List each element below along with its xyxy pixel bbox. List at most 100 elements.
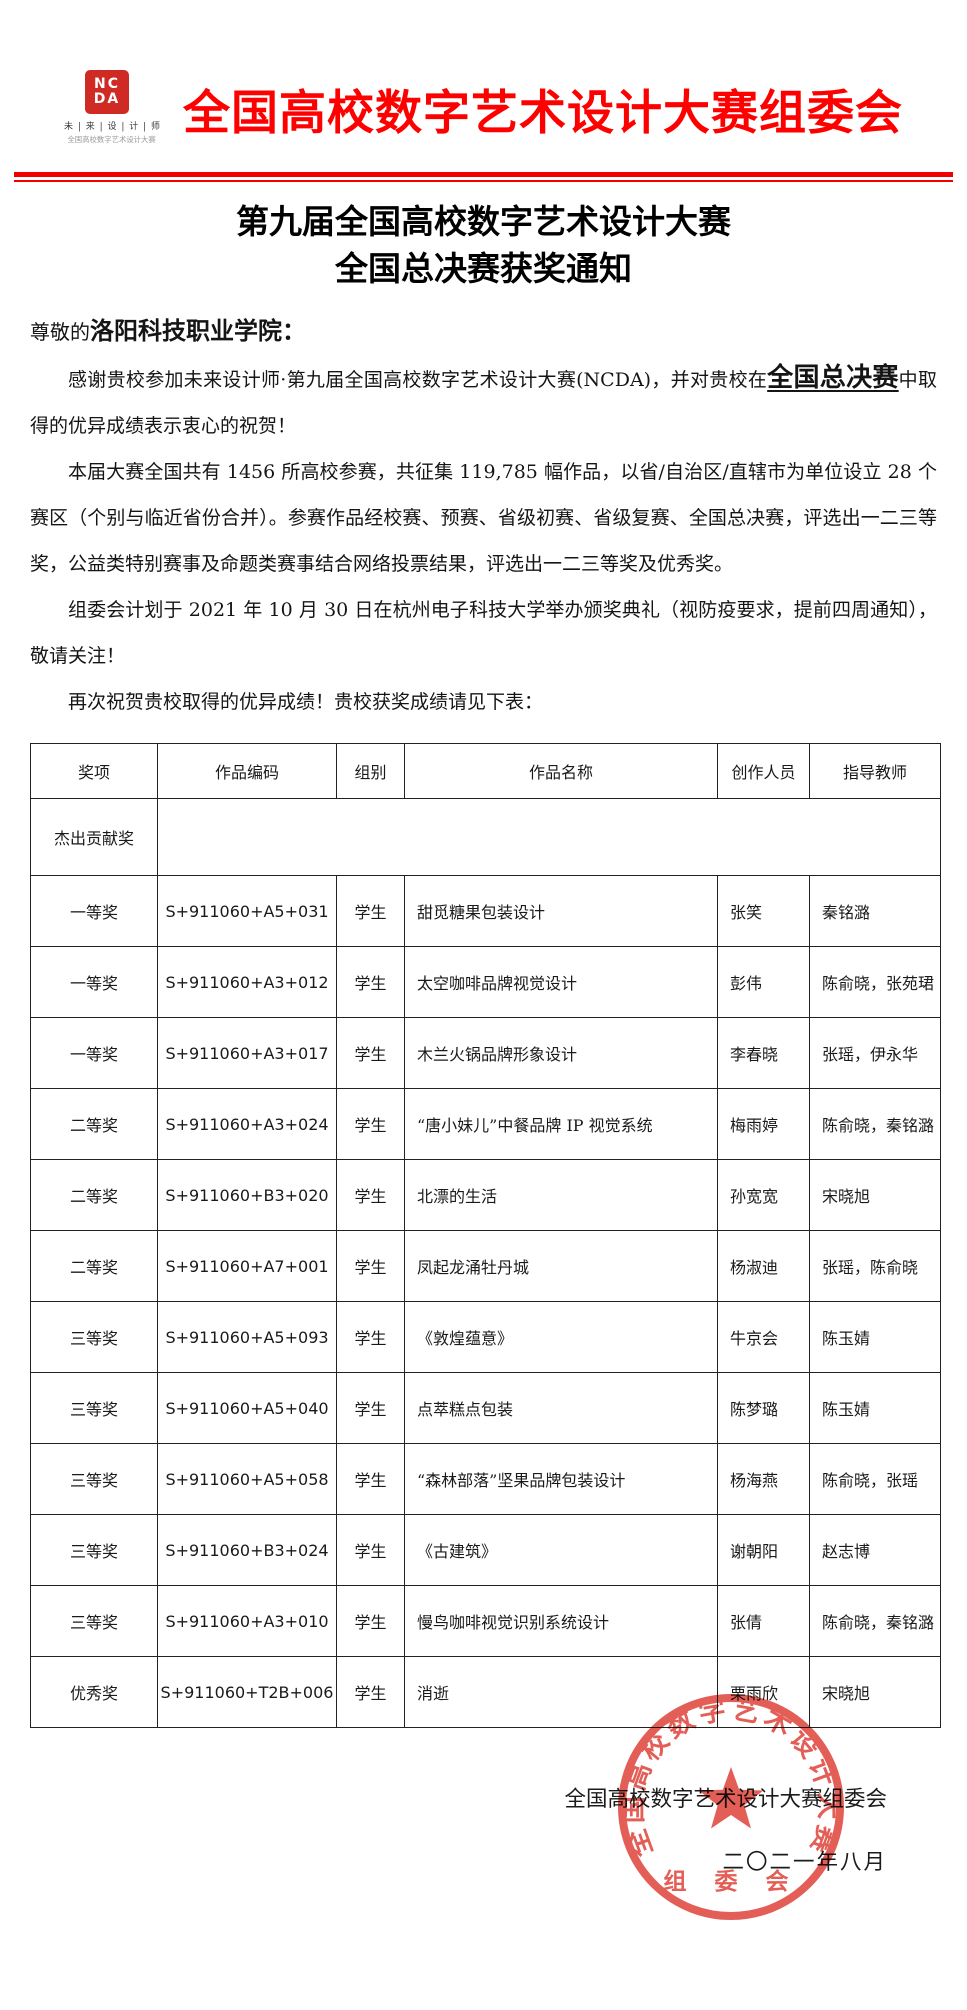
paragraph-thanks-before: 感谢贵校参加未来设计师·第九届全国高校数字艺术设计大赛(NCDA)，并对贵校在 (68, 369, 768, 391)
cell-title: “森林部落”坚果品牌包装设计 (404, 1443, 718, 1515)
cell-code: S+911060+A3+012 (157, 946, 337, 1018)
salutation-colon: ： (282, 316, 306, 345)
cell-group: 学生 (336, 1159, 405, 1231)
logo-tagline: 未 | 来 | 设 | 计 | 师 (64, 122, 162, 132)
column-header-creator: 创作人员 (717, 743, 810, 799)
salutation-prefix: 尊敬的 (30, 320, 90, 344)
cell-teacher: 陈俞晓，张瑶 (809, 1443, 941, 1515)
document-title-line2: 全国总决赛获奖通知 (335, 249, 632, 288)
cell-title: 《古建筑》 (404, 1514, 718, 1586)
cell-code: S+911060+A3+010 (157, 1585, 337, 1657)
cell-teacher: 陈玉婧 (809, 1301, 941, 1373)
cell-creator: 孙宽宽 (717, 1159, 810, 1231)
paragraph-congrats-table-intro: 再次祝贺贵校取得的优异成绩！贵校获奖成绩请见下表： (68, 691, 544, 713)
stamp-bottom-text: 组 委 会 (663, 1868, 798, 1895)
cell-group: 学生 (336, 875, 405, 947)
paragraph-thanks-after: 中取得的优异成绩表示衷心的祝贺！ (30, 369, 937, 437)
cell-code: S+911060+B3+020 (157, 1159, 337, 1231)
cell-teacher: 陈俞晓，秦铭潞 (809, 1088, 941, 1160)
stamp-ring (618, 1694, 844, 1920)
cell-group: 学生 (336, 1514, 405, 1586)
cell-award: 一等奖 (30, 875, 158, 947)
cell-creator: 牛京会 (717, 1301, 810, 1373)
cell-teacher: 张瑶，陈俞晓 (809, 1230, 941, 1302)
official-seal-stamp: 全国高校数字艺术设计大赛 组 委 会 (618, 1693, 844, 1920)
cell-award: 三等奖 (30, 1443, 158, 1515)
cell-teacher: 张瑶，伊永华 (809, 1017, 941, 1089)
cell-code: S+911060+A3+017 (157, 1017, 337, 1089)
cell-title: 木兰火锅品牌形象设计 (404, 1017, 718, 1089)
cell-code: S+911060+A5+058 (157, 1443, 337, 1515)
cell-teacher: 陈玉婧 (809, 1372, 941, 1444)
cell-creator: 谢朝阳 (717, 1514, 810, 1586)
document-title-line1: 第九届全国高校数字艺术设计大赛 (236, 202, 731, 241)
cell-title: 慢鸟咖啡视觉识别系统设计 (404, 1585, 718, 1657)
cell-title: 北漂的生活 (404, 1159, 718, 1231)
star-icon (698, 1767, 764, 1829)
cell-teacher: 秦铭潞 (809, 875, 941, 947)
cell-award: 杰出贡献奖 (30, 798, 158, 876)
table-row: 一等奖 S+911060+A3+017 学生 木兰火锅品牌形象设计 李春晓 张瑶… (30, 1017, 941, 1089)
column-header-teacher: 指导教师 (809, 743, 941, 799)
cell-code: S+911060+A5+093 (157, 1301, 337, 1373)
cell-creator: 张倩 (717, 1585, 810, 1657)
cell-empty-merged (157, 798, 941, 876)
table-row: 三等奖 S+911060+A5+058 学生 “森林部落”坚果品牌包装设计 杨海… (30, 1443, 941, 1515)
cell-award: 三等奖 (30, 1514, 158, 1586)
cell-award: 一等奖 (30, 1017, 158, 1089)
column-header-group: 组别 (336, 743, 405, 799)
finals-highlight: 全国总决赛 (767, 363, 899, 393)
table-header-row: 奖项 作品编码 组别 作品名称 创作人员 指导教师 (30, 743, 941, 799)
table-row: 一等奖 S+911060+A5+031 学生 甜觅糖果包装设计 张笑 秦铭潞 (30, 875, 941, 947)
cell-creator: 李春晓 (717, 1017, 810, 1089)
column-header-title: 作品名称 (404, 743, 718, 799)
cell-code: S+911060+T2B+006 (157, 1656, 337, 1728)
cell-award: 二等奖 (30, 1088, 158, 1160)
cell-code: S+911060+B3+024 (157, 1514, 337, 1586)
paragraph-competition-stats: 本届大赛全国共有 1456 所高校参赛，共征集 119,785 幅作品，以省/自… (30, 461, 937, 575)
cell-creator: 彭伟 (717, 946, 810, 1018)
cell-title: 太空咖啡品牌视觉设计 (404, 946, 718, 1018)
cell-code: S+911060+A3+024 (157, 1088, 337, 1160)
cell-group: 学生 (336, 1088, 405, 1160)
cell-group: 学生 (336, 1230, 405, 1302)
cell-teacher: 陈俞晓，张苑珺 (809, 946, 941, 1018)
table-row: 三等奖 S+911060+A3+010 学生 慢鸟咖啡视觉识别系统设计 张倩 陈… (30, 1585, 941, 1657)
column-header-code: 作品编码 (157, 743, 337, 799)
cell-teacher: 宋晓旭 (809, 1159, 941, 1231)
cell-group: 学生 (336, 946, 405, 1018)
cell-award: 三等奖 (30, 1301, 158, 1373)
table-row: 一等奖 S+911060+A3+012 学生 太空咖啡品牌视觉设计 彭伟 陈俞晓… (30, 946, 941, 1018)
table-row: 二等奖 S+911060+A7+001 学生 凤起龙涌牡丹城 杨淑迪 张瑶，陈俞… (30, 1230, 941, 1302)
column-header-award: 奖项 (30, 743, 158, 799)
awards-table: 奖项 作品编码 组别 作品名称 创作人员 指导教师 杰出贡献奖 一等奖 S+91… (30, 743, 941, 1728)
cell-title: “唐小妹儿”中餐品牌 IP 视觉系统 (404, 1088, 718, 1160)
logo-monogram-top: NC (94, 76, 120, 92)
table-row: 三等奖 S+911060+B3+024 学生 《古建筑》 谢朝阳 赵志博 (30, 1514, 941, 1586)
cell-group: 学生 (336, 1656, 405, 1728)
signature-date: 二〇二一年八月 (722, 1850, 887, 1875)
divider-thin-line (14, 180, 953, 182)
table-row: 优秀奖 S+911060+T2B+006 学生 消逝 栗雨欣 宋晓旭 (30, 1656, 941, 1728)
cell-group: 学生 (336, 1372, 405, 1444)
cell-award: 三等奖 (30, 1372, 158, 1444)
cell-title: 《敦煌蕴意》 (404, 1301, 718, 1373)
paragraph-ceremony-plan: 组委会计划于 2021 年 10 月 30 日在杭州电子科技大学举办颁奖典礼（视… (30, 599, 937, 667)
cell-award: 一等奖 (30, 946, 158, 1018)
cell-group: 学生 (336, 1017, 405, 1089)
cell-title: 甜觅糖果包装设计 (404, 875, 718, 947)
cell-award: 优秀奖 (30, 1656, 158, 1728)
cell-creator: 张笑 (717, 875, 810, 947)
paragraph-thanks: 感谢贵校参加未来设计师·第九届全国高校数字艺术设计大赛(NCDA)，并对贵校在全… (30, 355, 937, 449)
cell-award: 三等奖 (30, 1585, 158, 1657)
divider-thick-line (14, 172, 953, 177)
cell-creator: 杨淑迪 (717, 1230, 810, 1302)
cell-code: S+911060+A5+031 (157, 875, 337, 947)
cell-group: 学生 (336, 1301, 405, 1373)
document-title: 第九届全国高校数字艺术设计大赛 全国总决赛获奖通知 (0, 198, 967, 292)
letterhead: NC DA 未 | 来 | 设 | 计 | 师 全国高校数字艺术设计大赛 全国高… (0, 0, 967, 172)
table-row: 三等奖 S+911060+A5+040 学生 点萃糕点包装 陈梦璐 陈玉婧 (30, 1372, 941, 1444)
ncda-logo-icon: NC DA (85, 70, 129, 114)
cell-group: 学生 (336, 1443, 405, 1515)
